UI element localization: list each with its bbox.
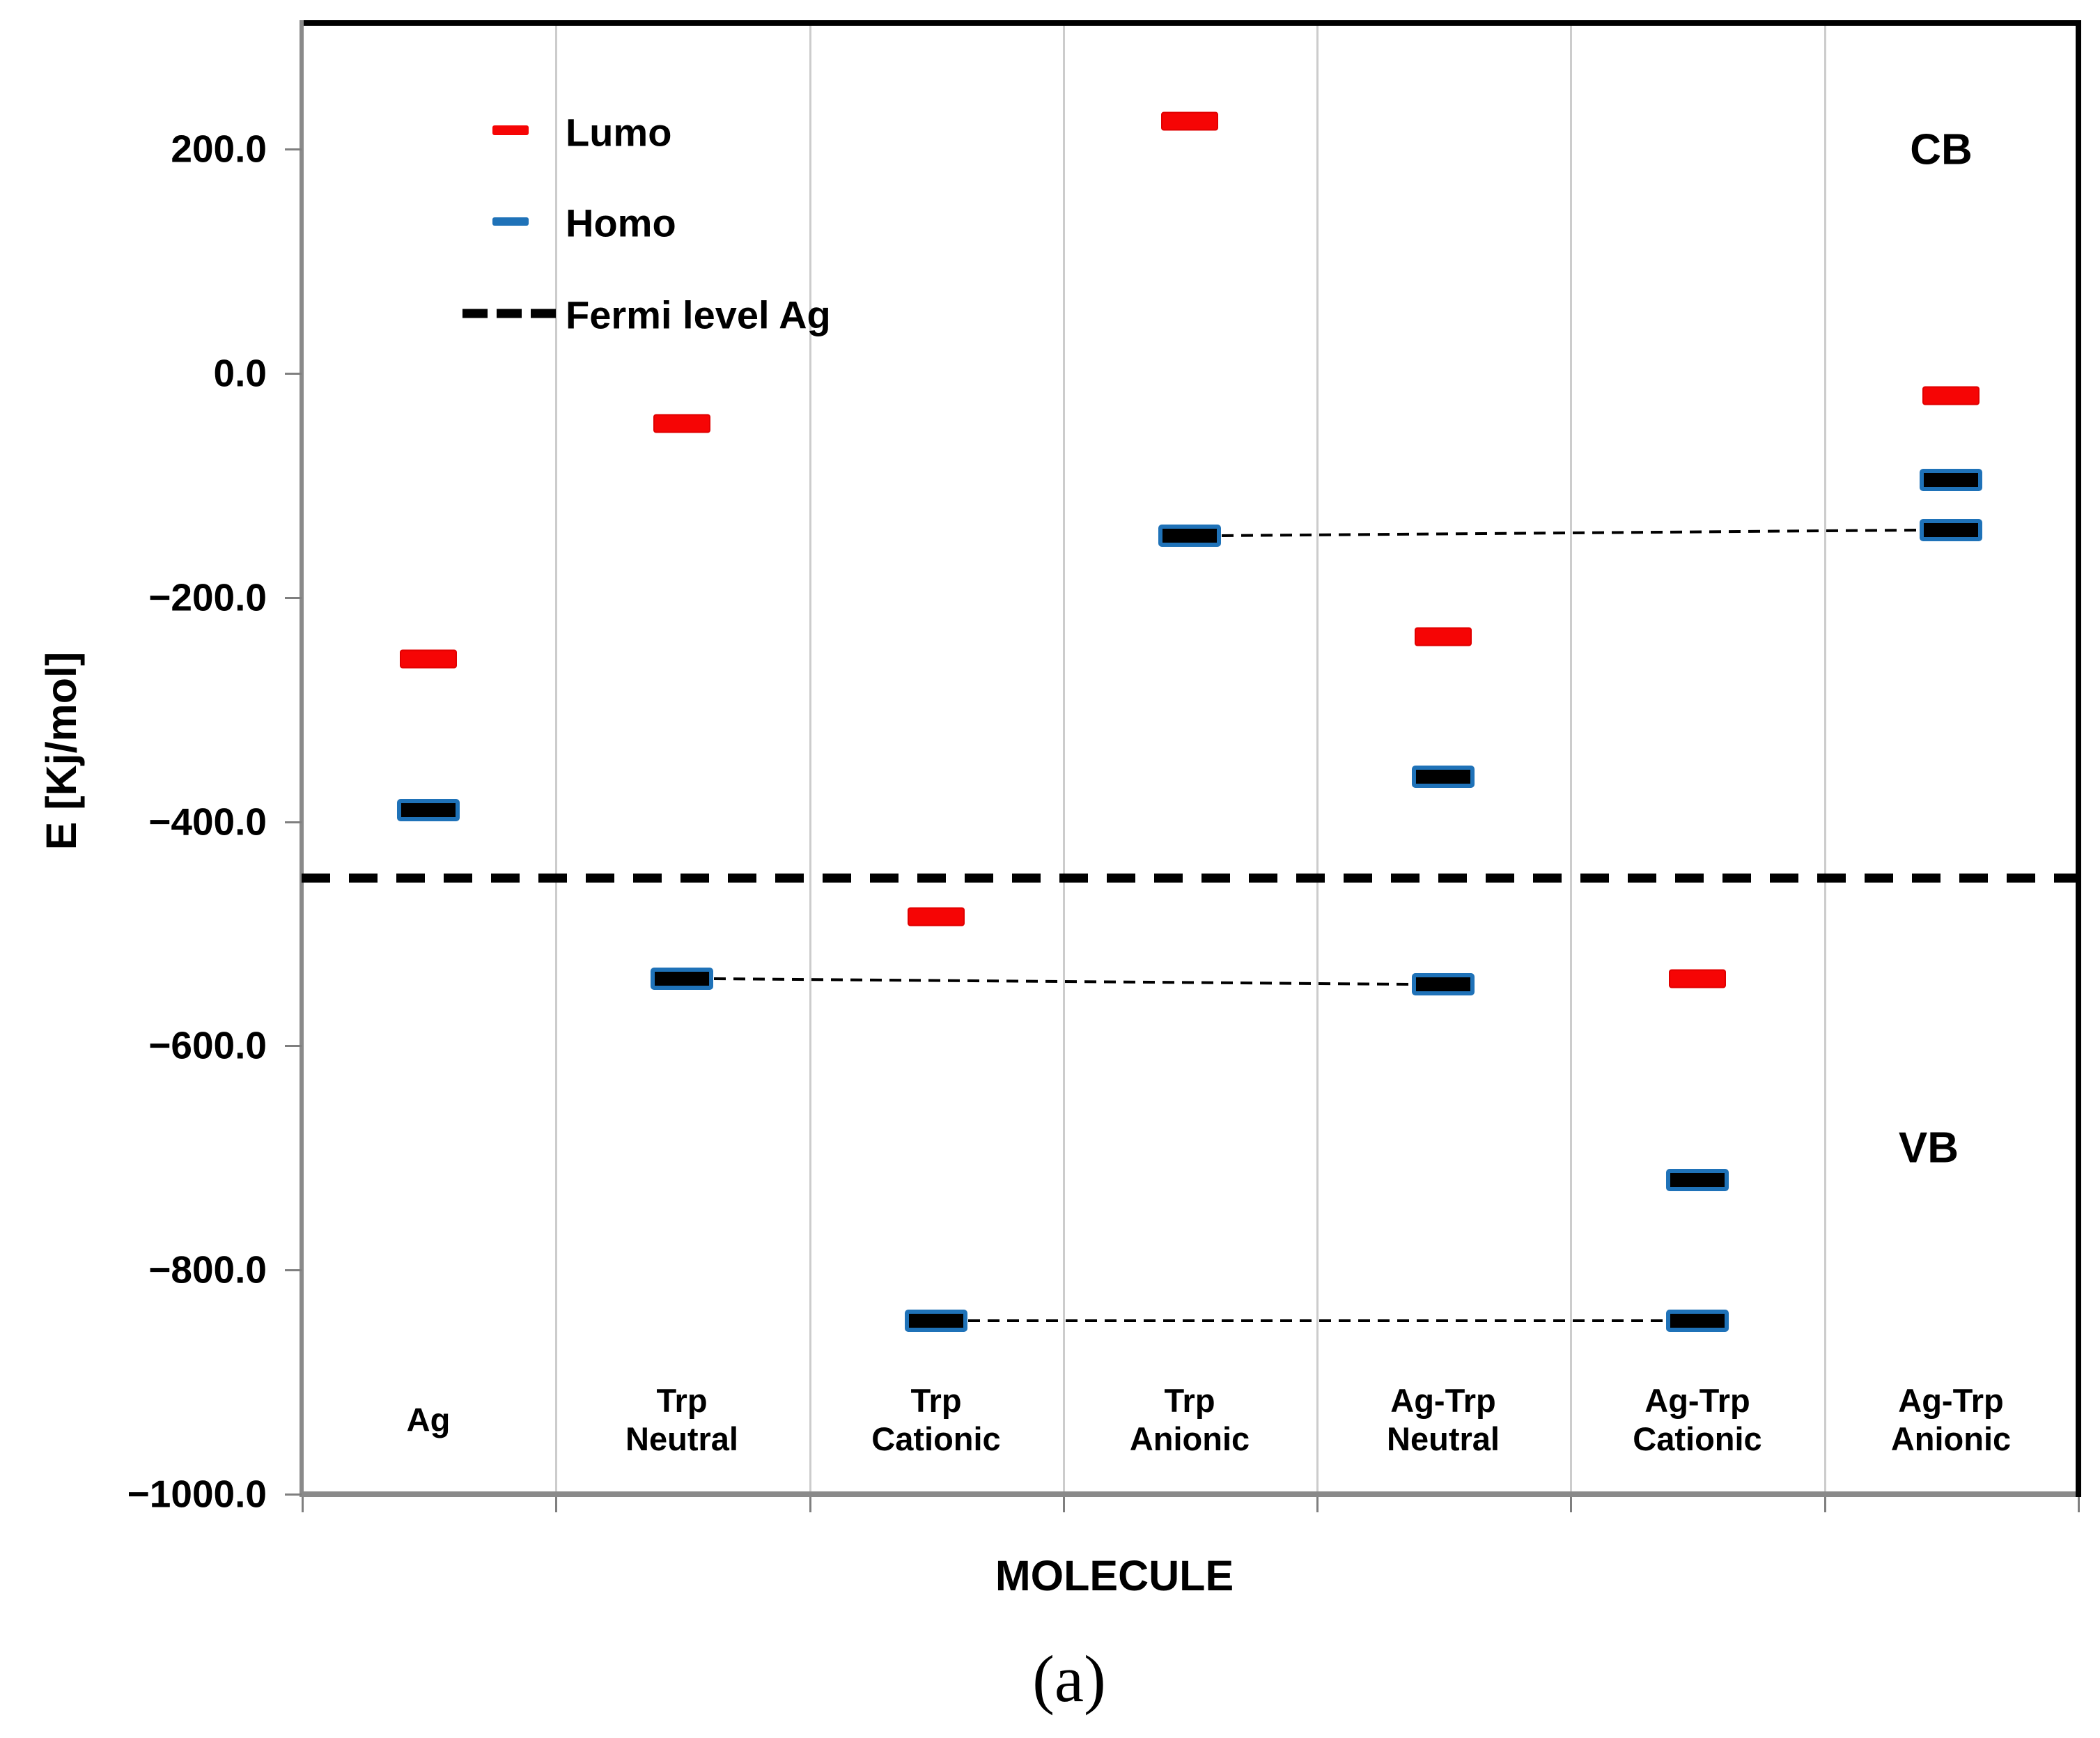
homo-level-mark (1666, 1169, 1729, 1191)
homo-level-mark (651, 968, 713, 990)
homo-level-mark (1666, 1310, 1729, 1332)
homo-level-mark (905, 1310, 967, 1332)
legend-homo-swatch (492, 217, 529, 226)
plot-border-right (2076, 20, 2081, 1497)
category-label: Ag-Trp Anionic (1826, 1381, 2076, 1458)
y-tick-label: −800.0 (148, 1248, 267, 1291)
category-label: Trp Anionic (1064, 1381, 1315, 1458)
level-connector-line (967, 1319, 1665, 1322)
category-label-line: Ag (406, 1401, 451, 1438)
lumo-level-mark (1922, 386, 1980, 405)
lumo-level-mark (1161, 111, 1218, 131)
y-axis-tick (285, 1493, 302, 1496)
category-label: Trp Cationic (811, 1381, 1061, 1458)
y-axis-tick (285, 1045, 302, 1047)
category-label: Ag (303, 1401, 554, 1439)
x-axis-tick (1063, 1497, 1065, 1512)
category-gridline (1570, 26, 1572, 1491)
homo-level-mark (397, 799, 460, 821)
valence-band-label: VB (1898, 1124, 1959, 1172)
category-label-line: Neutral (1387, 1420, 1500, 1457)
legend-lumo-swatch (492, 125, 529, 135)
legend-fermi-label: Fermi level Ag (566, 293, 831, 337)
homo-level-mark (1412, 766, 1475, 788)
x-axis-tick (2078, 1497, 2080, 1512)
y-axis-tick (285, 148, 302, 150)
y-tick-label: −400.0 (148, 800, 267, 844)
category-label-line: Neutral (625, 1420, 738, 1457)
category-gridline (1063, 26, 1065, 1491)
y-tick-label: −200.0 (148, 575, 267, 619)
category-label-line: Ag-Trp (1644, 1382, 1750, 1419)
x-axis-tick (809, 1497, 811, 1512)
lumo-level-mark (400, 649, 457, 669)
x-axis-tick (1316, 1497, 1319, 1512)
homo-level-mark (1920, 519, 1982, 541)
category-label-line: Anionic (1890, 1420, 2012, 1457)
category-label-line: Anionic (1129, 1420, 1250, 1457)
category-gridline (809, 26, 811, 1491)
fermi-level-line (302, 874, 2078, 883)
category-label-line: Trp (910, 1382, 962, 1419)
category-label-line: Cationic (871, 1420, 1001, 1457)
plot-border-top (300, 20, 2081, 26)
legend-lumo-label: Lumo (566, 110, 672, 155)
category-label-line: Cationic (1633, 1420, 1762, 1457)
homo-level-mark (1412, 973, 1475, 995)
plot-border-bottom (300, 1491, 2081, 1497)
plot-border-left (300, 20, 304, 1497)
category-label-line: Ag-Trp (1390, 1382, 1496, 1419)
y-axis-tick (285, 373, 302, 375)
category-gridline (1316, 26, 1319, 1491)
category-label-line: Trp (1164, 1382, 1215, 1419)
y-axis-tick (285, 597, 302, 599)
category-label: Ag-Trp Cationic (1572, 1381, 1823, 1458)
category-gridline (1824, 26, 1826, 1491)
y-tick-label: −1000.0 (127, 1472, 267, 1516)
y-axis-tick (285, 1269, 302, 1271)
x-axis-tick (555, 1497, 557, 1512)
y-tick-label: 0.0 (213, 351, 267, 395)
y-tick-label: −600.0 (148, 1023, 267, 1067)
category-label-line: Ag-Trp (1898, 1382, 2004, 1419)
category-label: Trp Neutral (557, 1381, 807, 1458)
lumo-level-mark (653, 414, 710, 433)
lumo-level-mark (1415, 627, 1472, 646)
category-label: Ag-Trp Neutral (1318, 1381, 1569, 1458)
x-axis-title: MOLECULE (995, 1552, 1234, 1599)
legend-homo-label: Homo (566, 201, 676, 245)
homo-level-mark (1920, 469, 1982, 491)
lumo-level-mark (1669, 969, 1726, 988)
y-tick-label: 200.0 (171, 127, 267, 171)
conduction-band-label: CB (1910, 125, 1973, 174)
x-axis-tick (1824, 1497, 1826, 1512)
homo-level-mark (1158, 525, 1221, 547)
category-gridline (555, 26, 557, 1491)
y-axis-tick (285, 821, 302, 823)
y-axis-title: E [Kj/mol] (38, 651, 85, 851)
x-axis-tick (302, 1497, 304, 1512)
figure-caption: (a) (1032, 1642, 1106, 1716)
category-label-line: Trp (656, 1382, 708, 1419)
lumo-level-mark (908, 907, 965, 926)
x-axis-tick (1570, 1497, 1572, 1512)
legend-fermi-swatch (462, 309, 556, 318)
